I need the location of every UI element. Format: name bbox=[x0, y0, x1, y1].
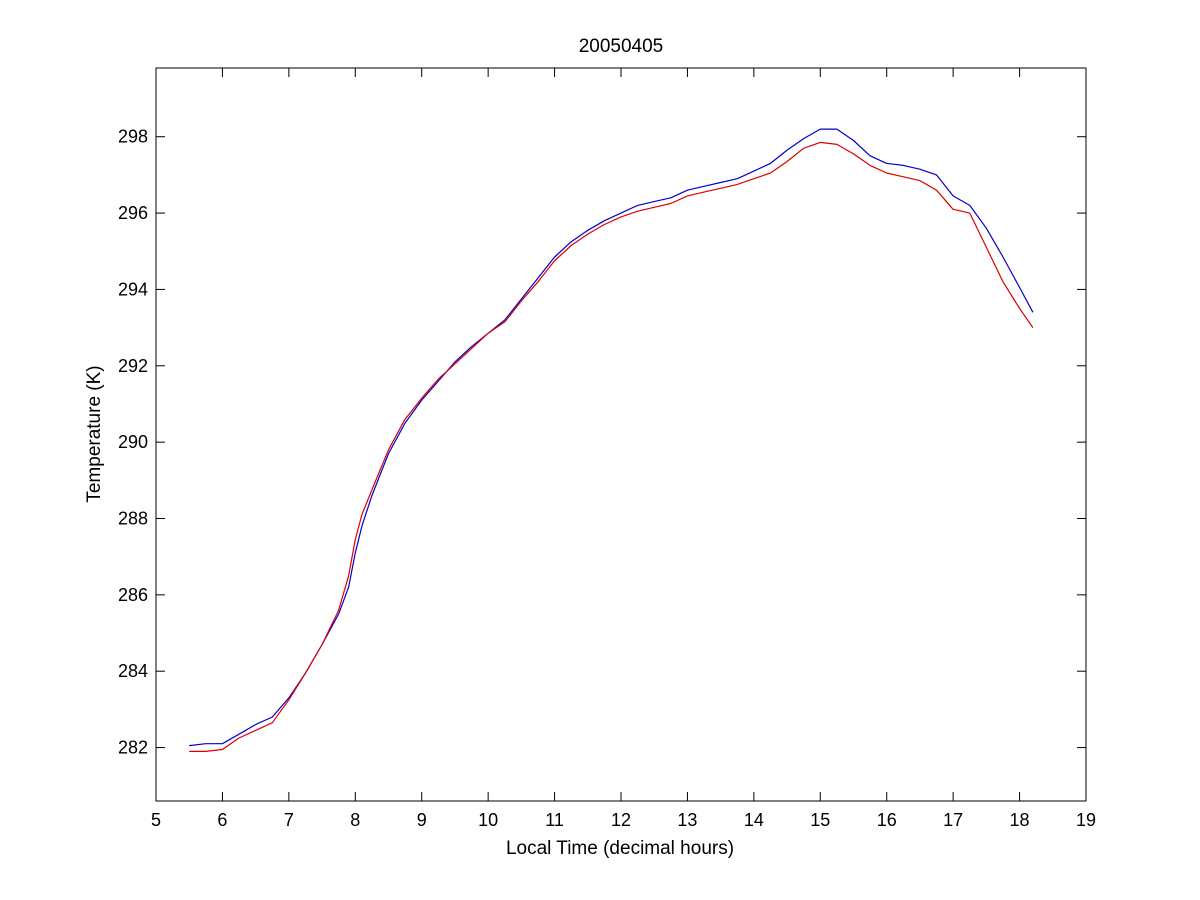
x-tick-label: 5 bbox=[151, 810, 161, 830]
x-tick-label: 8 bbox=[350, 810, 360, 830]
y-tick-label: 292 bbox=[118, 356, 148, 376]
x-tick-label: 17 bbox=[943, 810, 963, 830]
y-tick-label: 290 bbox=[118, 432, 148, 452]
x-axis-ticks: 5 6 7 8 9 10 11 12 13 14 15 16 17 18 19 bbox=[151, 68, 1096, 830]
x-tick-label: 14 bbox=[744, 810, 764, 830]
y-tick-label: 296 bbox=[118, 203, 148, 223]
chart-title: 20050405 bbox=[579, 36, 664, 57]
y-tick-label: 282 bbox=[118, 738, 148, 758]
x-tick-label: 18 bbox=[1010, 810, 1030, 830]
y-axis-ticks: 282 284 286 288 290 292 294 296 298 bbox=[118, 127, 1086, 758]
x-tick-label: 7 bbox=[284, 810, 294, 830]
y-tick-label: 286 bbox=[118, 585, 148, 605]
series-line-1 bbox=[189, 128, 1034, 747]
x-tick-label: 12 bbox=[611, 810, 631, 830]
x-tick-label: 19 bbox=[1076, 810, 1096, 830]
y-tick-label: 294 bbox=[118, 279, 148, 299]
x-tick-label: 13 bbox=[677, 810, 697, 830]
x-tick-label: 9 bbox=[417, 810, 427, 830]
x-axis-label: Local Time (decimal hours) bbox=[506, 838, 734, 859]
x-tick-label: 16 bbox=[877, 810, 897, 830]
y-axis-label: Temperature (K) bbox=[84, 365, 105, 502]
y-tick-label: 288 bbox=[118, 508, 148, 528]
x-tick-label: 11 bbox=[545, 810, 564, 830]
x-tick-label: 10 bbox=[478, 810, 498, 830]
y-tick-label: 284 bbox=[118, 661, 148, 681]
series-line-2 bbox=[189, 141, 1034, 753]
x-tick-label: 6 bbox=[217, 810, 227, 830]
y-tick-label: 298 bbox=[118, 127, 148, 147]
plot-area bbox=[155, 67, 1087, 802]
series-layer bbox=[189, 128, 1034, 753]
x-tick-label: 15 bbox=[810, 810, 830, 830]
